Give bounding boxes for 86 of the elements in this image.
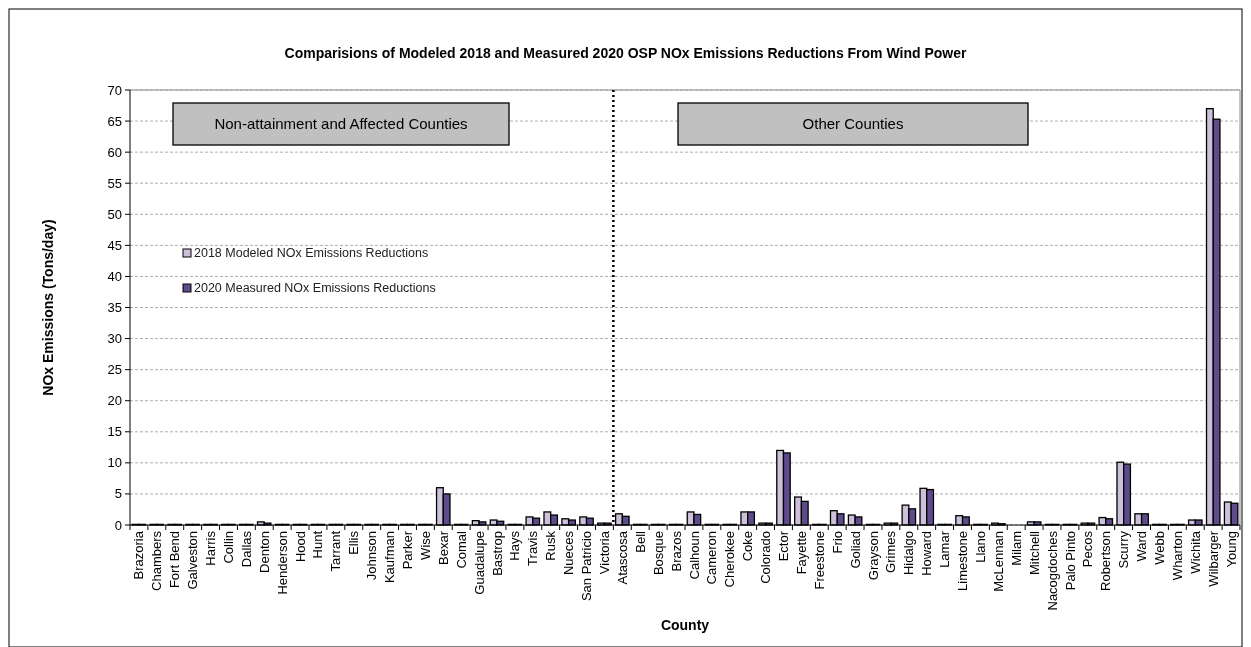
x-tick-label: Tarrant [328, 530, 344, 572]
x-tick-label: Ward [1134, 531, 1150, 562]
x-tick-label: Wichita [1187, 530, 1203, 574]
y-axis-title: NOx Emissions (Tons/day) [40, 219, 56, 396]
y-tick-label: 35 [107, 300, 122, 316]
x-tick-label: Palo Pinto [1062, 531, 1078, 591]
x-tick-label: Dallas [238, 530, 254, 568]
x-tick-label: Coke [740, 531, 756, 562]
x-tick-label: Kaufman [382, 531, 398, 584]
x-tick-label: Bexar [435, 530, 451, 565]
x-tick-label: Fayette [793, 531, 809, 575]
x-tick-label: Collin [220, 531, 236, 564]
x-tick-label: Nacogdoches [1044, 530, 1060, 611]
x-tick-label: Harris [203, 530, 219, 566]
x-tick-label: Limestone [955, 531, 971, 591]
x-tick-label: San Patricio [579, 531, 595, 602]
y-tick-label: 5 [114, 486, 122, 502]
x-tick-label: Webb [1152, 531, 1168, 565]
x-tick-label: Hood [292, 531, 308, 563]
y-tick-label: 15 [107, 424, 122, 440]
x-tick-label: Chambers [149, 530, 165, 591]
x-tick-label: Frio [829, 531, 845, 554]
y-tick-label: 50 [107, 206, 122, 222]
x-tick-label: Travis [525, 530, 541, 566]
x-tick-label: Johnson [364, 531, 380, 581]
x-tick-label: Brazos [668, 530, 684, 572]
x-tick-label: Wilbarger [1205, 530, 1221, 587]
x-tick-label: Robertson [1098, 531, 1114, 591]
x-tick-label: Grimes [883, 530, 899, 573]
y-tick-label: 65 [107, 113, 122, 129]
y-tick-label: 40 [107, 268, 122, 284]
x-tick-label: Atascosa [614, 530, 630, 585]
x-tick-label: Bastrop [489, 531, 505, 576]
label-box: Other Counties [677, 102, 1029, 146]
label-box: Non-attainment and Affected Counties [172, 102, 510, 146]
x-tick-label: Colorado [758, 531, 774, 584]
x-tick-label: Victoria [596, 530, 612, 575]
legend-label: 2018 Modeled NOx Emissions Reductions [194, 246, 429, 261]
annotation: Other Counties [802, 115, 904, 133]
x-tick-label: Goliad [847, 531, 863, 569]
x-tick-label: Cameron [704, 531, 720, 585]
x-tick-label: Hunt [310, 530, 326, 559]
x-tick-label: Bell [632, 530, 648, 553]
y-tick-label: 20 [107, 393, 122, 409]
y-tick-label: 30 [107, 331, 122, 347]
y-tick-label: 45 [107, 237, 122, 253]
x-tick-label: Mitchell [1026, 530, 1042, 576]
x-tick-label: Hays [507, 530, 523, 561]
x-tick-label: Rusk [543, 530, 559, 561]
x-tick-label: Galveston [185, 531, 201, 590]
x-tick-label: Comal [453, 530, 469, 569]
x-tick-label: Fort Bend [167, 531, 183, 589]
x-tick-label: Grayson [865, 531, 881, 581]
legend-label: 2020 Measured NOx Emissions Reductions [194, 281, 436, 296]
x-tick-label: Lamar [937, 530, 953, 568]
y-tick-label: 0 [114, 517, 122, 533]
x-tick-label: Howard [919, 531, 935, 576]
x-tick-label: Cherokee [722, 531, 738, 588]
x-tick-label: Young [1223, 531, 1239, 568]
x-tick-label: Pecos [1080, 530, 1096, 568]
x-tick-label: Denton [256, 531, 272, 573]
x-tick-label: Henderson [274, 531, 290, 595]
x-tick-label: Milam [1008, 531, 1024, 566]
x-axis-title: County [660, 617, 710, 633]
chart-title: Comparisions of Modeled 2018 and Measured 2020 OSP NOx Emissions Reductions From Wind Power [284, 45, 967, 61]
x-tick-label: Scurry [1116, 530, 1132, 569]
y-tick-label: 60 [107, 144, 122, 160]
x-tick-label: Parker [400, 530, 416, 570]
x-tick-label: Llano [973, 531, 988, 563]
y-tick-label: 55 [107, 175, 122, 191]
y-tick-label: 70 [107, 82, 122, 98]
annotation: Non-attainment and Affected Counties [214, 115, 468, 133]
x-tick-label: Hidalgo [901, 531, 917, 576]
x-tick-label: Wharton [1169, 531, 1185, 581]
x-tick-label: Bosque [650, 531, 666, 576]
x-tick-label: Ector [776, 530, 792, 562]
x-tick-label: McLennan [990, 531, 1006, 592]
x-tick-label: Ellis [346, 530, 362, 555]
y-tick-label: 25 [107, 362, 122, 378]
x-tick-label: Wise [417, 531, 433, 560]
x-tick-label: Freestone [811, 531, 827, 590]
x-tick-label: Calhoun [686, 531, 702, 580]
x-tick-label: Guadalupe [471, 531, 487, 595]
y-tick-label: 10 [107, 455, 122, 471]
x-tick-label: Brazoria [131, 530, 147, 580]
x-tick-label: Nueces [561, 530, 577, 576]
